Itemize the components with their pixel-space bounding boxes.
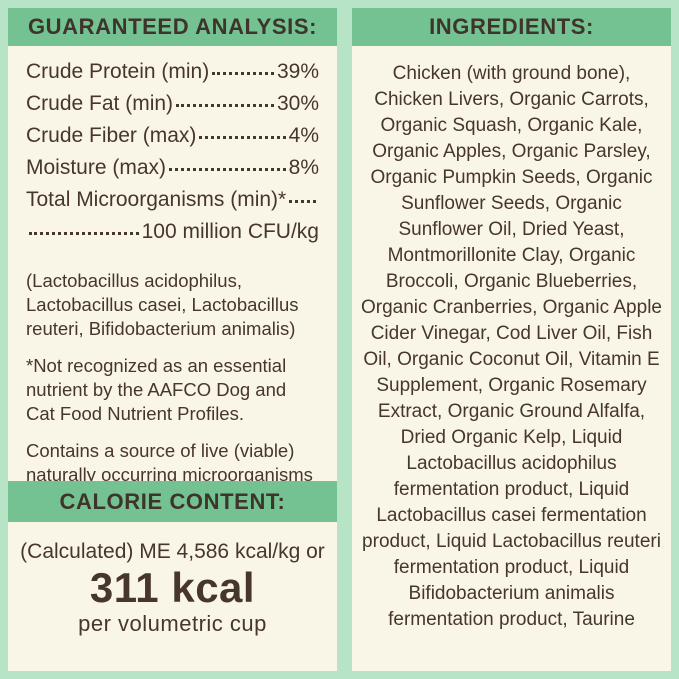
dot-leader <box>212 72 274 75</box>
live-microorganisms-note: Contains a source of live (viable) natur… <box>26 440 313 485</box>
analysis-label: Moisture (max) <box>26 156 167 179</box>
guaranteed-analysis-panel: Crude Protein (min) 39% Crude Fat (min) … <box>8 46 337 485</box>
aafco-footnote: *Not recognized as an essential nutrient… <box>26 355 287 424</box>
analysis-row-total-microorganisms: Total Microorganisms (min)* <box>26 188 319 220</box>
ingredients-title: INGREDIENTS: <box>429 14 594 39</box>
analysis-label: Crude Fat (min) <box>26 92 174 115</box>
analysis-value: 100 million CFU/kg <box>141 220 319 243</box>
calorie-content-panel: (Calculated) ME 4,586 kcal/kg or 311 kca… <box>8 522 337 671</box>
analysis-label: Crude Fiber (max) <box>26 124 197 147</box>
ingredients-panel: Chicken (with ground bone), Chicken Live… <box>352 46 671 671</box>
calorie-calculated-line: (Calculated) ME 4,586 kcal/kg or <box>20 540 325 563</box>
analysis-row-crude-fat: Crude Fat (min) 30% <box>26 92 319 124</box>
ingredients-header: INGREDIENTS: <box>352 8 671 46</box>
calorie-kcal-value: 311 kcal <box>89 564 256 611</box>
dot-leader <box>199 136 286 139</box>
analysis-row-cfu-value: 100 million CFU/kg <box>26 220 319 252</box>
analysis-label: Total Microorganisms (min)* <box>26 188 287 211</box>
probiotics-species-note: (Lactobacillus acidophilus, Lactobacillu… <box>26 270 299 339</box>
guaranteed-analysis-header: GUARANTEED ANALYSIS: <box>8 8 337 46</box>
ingredients-list: Chicken (with ground bone), Chicken Live… <box>361 63 662 630</box>
analysis-value: 8% <box>288 156 319 179</box>
analysis-label: Crude Protein (min) <box>26 60 210 83</box>
right-column: INGREDIENTS: Chicken (with ground bone),… <box>352 8 671 671</box>
analysis-row-crude-protein: Crude Protein (min) 39% <box>26 60 319 92</box>
analysis-value: 39% <box>276 60 319 83</box>
calorie-per-cup-line: per volumetric cup <box>78 611 267 636</box>
calorie-content-title: CALORIE CONTENT: <box>59 488 286 514</box>
calorie-content-header: CALORIE CONTENT: <box>8 481 337 522</box>
dot-leader <box>289 200 316 203</box>
analysis-value: 30% <box>276 92 319 115</box>
dot-leader <box>169 168 286 171</box>
analysis-row-crude-fiber: Crude Fiber (max) 4% <box>26 124 319 156</box>
left-column: GUARANTEED ANALYSIS: Crude Protein (min)… <box>8 8 337 671</box>
dot-leader <box>176 104 274 107</box>
analysis-row-moisture: Moisture (max) 8% <box>26 156 319 188</box>
dot-leader <box>29 232 139 235</box>
guaranteed-analysis-title: GUARANTEED ANALYSIS: <box>27 14 318 39</box>
analysis-value: 4% <box>288 124 319 147</box>
